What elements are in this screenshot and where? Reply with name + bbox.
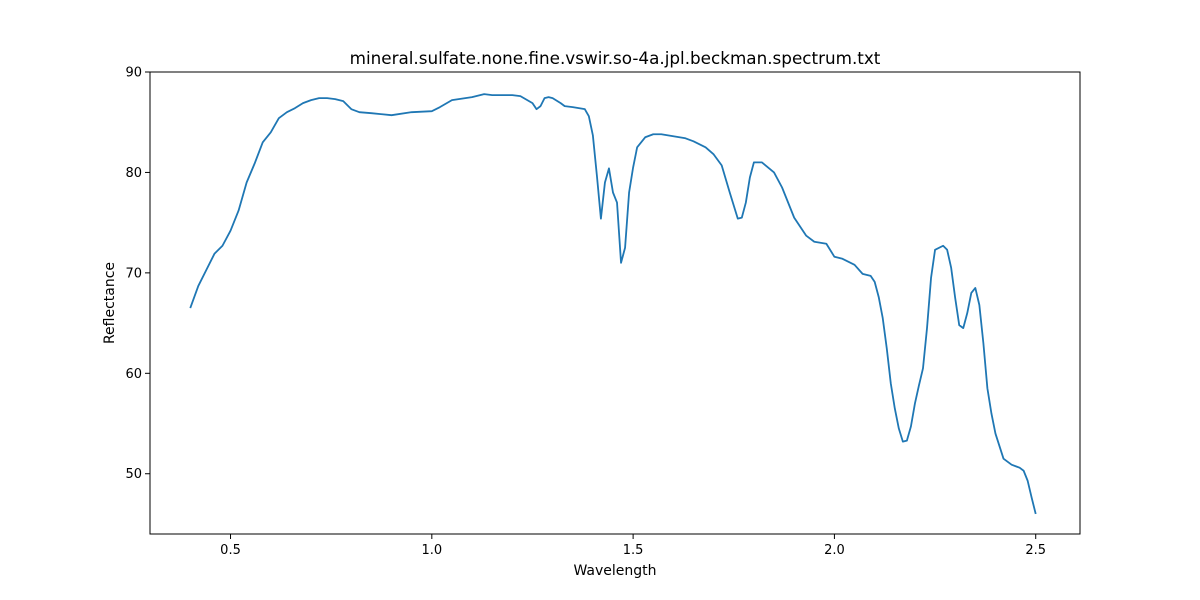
x-tick-label: 2.5 — [1025, 543, 1046, 558]
series-line-0 — [189, 93, 1037, 515]
chart-title: mineral.sulfate.none.fine.vswir.so-4a.jp… — [350, 48, 881, 68]
x-axis-label: Wavelength — [573, 563, 656, 579]
x-tick-label: 0.5 — [220, 543, 241, 558]
tick-layer: 0.5 1.0 1.5 2.0 2.5 50 60 70 80 90 — [125, 66, 1046, 559]
y-tick-label: 90 — [125, 66, 142, 81]
y-tick-label: 70 — [125, 266, 142, 281]
series-layer — [189, 93, 1037, 515]
x-tick-label: 2.0 — [824, 543, 845, 558]
x-tick-label: 1.0 — [421, 543, 442, 558]
y-tick-label: 50 — [125, 467, 142, 482]
y-tick-label: 80 — [125, 166, 142, 181]
y-tick-label: 60 — [125, 367, 142, 382]
y-axis-label: Reflectance — [102, 262, 118, 344]
plot-frame — [149, 71, 1081, 535]
x-tick-label: 1.5 — [623, 543, 644, 558]
